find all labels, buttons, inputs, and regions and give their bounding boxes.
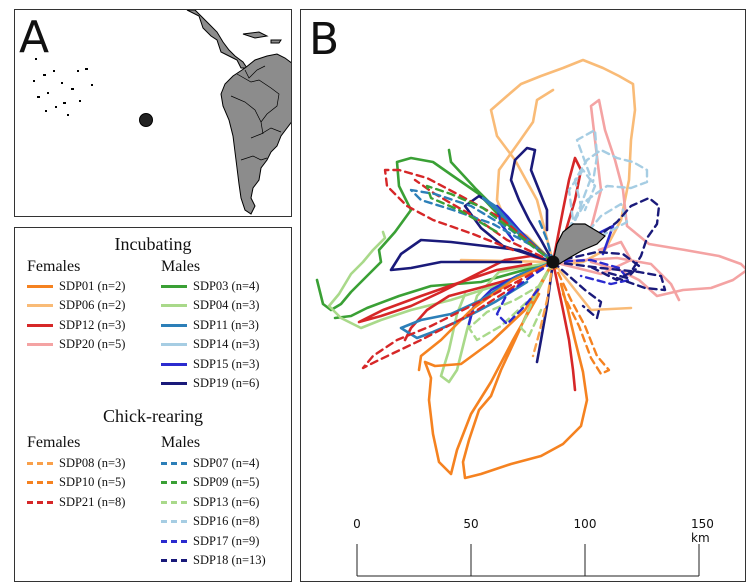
scale-bar-tick-label: 100 — [573, 517, 597, 531]
legend-line-swatch — [161, 343, 187, 346]
track-sdp20 — [551, 98, 745, 302]
tracks-map-panel: B 0 50 100 150 km — [300, 9, 746, 582]
track-sdp06 — [459, 58, 637, 312]
legend-item-label: SDP14 (n=3) — [193, 337, 260, 351]
legend-line-swatch — [27, 284, 53, 288]
legend-item-label: SDP16 (n=8) — [193, 514, 260, 528]
track-sdp04 — [327, 230, 555, 384]
legend-panel: Incubating Females Males SDP01 (n=2) SDP0… — [14, 227, 292, 582]
legend-item-label: SDP03 (n=4) — [193, 278, 260, 293]
legend-line-swatch — [27, 343, 53, 346]
legend-item: SDP04 (n=3) — [161, 298, 259, 314]
legend-item: SDP09 (n=5) — [161, 475, 259, 491]
legend-item-label: SDP11 (n=3) — [193, 317, 259, 332]
legend-item-label: SDP18 (n=13) — [193, 553, 266, 567]
legend-item-label: SDP15 (n=3) — [193, 356, 260, 371]
locator-map — [33, 10, 291, 215]
legend-line-swatch — [161, 362, 187, 366]
colony-marker — [546, 255, 560, 269]
legend-item: SDP08 (n=3) — [27, 455, 125, 471]
country-borders — [230, 65, 282, 161]
legend-item: SDP20 (n=5) — [27, 337, 125, 353]
legend-line-swatch — [161, 481, 187, 484]
legend-line-swatch — [161, 382, 187, 385]
scale-bar — [356, 544, 700, 577]
panel-letter-a: A — [19, 12, 50, 63]
island-land — [552, 223, 606, 265]
panel-letter-b: B — [309, 14, 340, 65]
legend-item-label: SDP21 (n=8) — [59, 494, 126, 509]
legend-item: SDP03 (n=4) — [161, 278, 259, 294]
legend-item-label: SDP01 (n=2) — [59, 278, 126, 293]
legend-item: SDP01 (n=2) — [27, 278, 125, 294]
legend-line-swatch — [161, 539, 187, 543]
legend-line-swatch — [27, 461, 53, 465]
legend-line-swatch — [161, 304, 187, 307]
caribbean-island — [242, 31, 269, 39]
tracks-map — [315, 58, 745, 577]
legend-item-label: SDP17 (n=9) — [193, 533, 260, 548]
scale-bar-tick-label: 50 — [463, 517, 479, 531]
track-sdp19 — [389, 146, 555, 364]
legend-line-swatch — [27, 323, 53, 327]
legend-line-swatch — [161, 500, 187, 504]
pacific-islands — [33, 58, 93, 116]
track-sdp16 — [551, 128, 649, 264]
legend-item-label: SDP08 (n=3) — [59, 455, 126, 470]
legend-item-label: SDP20 (n=5) — [59, 337, 126, 351]
locator-map-panel: A — [14, 9, 292, 217]
track-sdp13 — [467, 260, 555, 342]
track-sdp18 — [551, 196, 667, 320]
legend-line-swatch — [27, 500, 53, 504]
central-america-land — [186, 10, 248, 69]
legend-item-label: SDP19 (n=6) — [193, 376, 260, 390]
legend-line-swatch — [161, 520, 187, 523]
track-sdp07 — [409, 188, 555, 264]
legend-line-swatch — [161, 323, 187, 327]
legend-item: SDP21 (n=8) — [27, 494, 125, 510]
legend-line-swatch — [27, 304, 53, 307]
legend-col-females: Females — [27, 434, 81, 451]
track-sdp10 — [551, 260, 611, 376]
legend-col-females: Females — [27, 258, 81, 275]
legend-item-label: SDP12 (n=3) — [59, 317, 126, 332]
legend-item: SDP16 (n=8) — [161, 514, 259, 530]
track-sdp01 — [417, 260, 589, 480]
legend-line-swatch — [27, 481, 53, 484]
track-sdp17 — [495, 258, 631, 326]
track-sdp09 — [425, 184, 555, 264]
legend-item: SDP15 (n=3) — [161, 356, 259, 372]
legend-heading-chick-rearing: Chick-rearing — [103, 406, 203, 426]
legend-item-label: SDP09 (n=5) — [193, 475, 260, 489]
track-sdp12 — [357, 156, 583, 392]
legend-item-label: SDP10 (n=5) — [59, 475, 126, 489]
scale-bar-tick-label: 150 km — [691, 517, 714, 545]
scale-bar-tick-label: 0 — [353, 517, 361, 531]
legend-item-label: SDP06 (n=2) — [59, 298, 126, 312]
legend-line-swatch — [161, 461, 187, 465]
legend-col-males: Males — [161, 258, 201, 275]
legend-item: SDP07 (n=4) — [161, 455, 259, 471]
legend-item-label: SDP13 (n=6) — [193, 494, 260, 509]
caribbean-island — [270, 39, 282, 44]
legend-item: SDP06 (n=2) — [27, 298, 125, 314]
legend-heading-incubating: Incubating — [114, 234, 192, 254]
legend-item: SDP19 (n=6) — [161, 376, 259, 392]
legend-line-swatch — [161, 559, 187, 562]
legend-item: SDP18 (n=13) — [161, 553, 266, 569]
legend-item: SDP13 (n=6) — [161, 494, 259, 510]
legend-col-males: Males — [161, 434, 201, 451]
legend-item: SDP12 (n=3) — [27, 317, 125, 333]
track-sdp03 — [315, 148, 555, 320]
legend-item: SDP11 (n=3) — [161, 317, 259, 333]
legend-item: SDP10 (n=5) — [27, 475, 125, 491]
legend-item-label: SDP07 (n=4) — [193, 455, 260, 470]
legend-item: SDP14 (n=3) — [161, 337, 259, 353]
legend-item: SDP17 (n=9) — [161, 533, 259, 549]
south-america-land — [220, 53, 291, 215]
legend-line-swatch — [161, 284, 187, 288]
track-sdp08 — [531, 260, 555, 358]
colony-location-marker — [139, 113, 153, 127]
legend-item-label: SDP04 (n=3) — [193, 298, 260, 312]
